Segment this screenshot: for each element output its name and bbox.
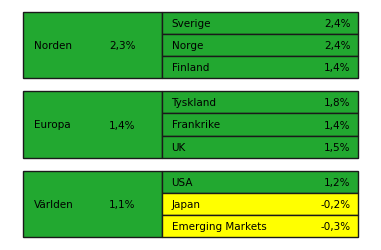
Text: Japan: Japan bbox=[171, 200, 200, 209]
Bar bbox=[162, 136, 358, 158]
Bar bbox=[23, 92, 162, 158]
Text: Norge: Norge bbox=[171, 40, 203, 50]
Text: USA: USA bbox=[171, 178, 193, 188]
Bar bbox=[162, 172, 358, 194]
Text: 1,2%: 1,2% bbox=[324, 178, 351, 188]
Text: Världen: Världen bbox=[34, 200, 74, 209]
Text: Finland: Finland bbox=[171, 62, 209, 72]
Bar bbox=[162, 114, 358, 136]
Text: 1,1%: 1,1% bbox=[109, 200, 136, 209]
Text: 1,8%: 1,8% bbox=[324, 98, 351, 108]
Text: -0,2%: -0,2% bbox=[320, 200, 351, 209]
Text: 2,3%: 2,3% bbox=[109, 40, 136, 50]
Bar bbox=[162, 92, 358, 114]
Text: 1,4%: 1,4% bbox=[324, 62, 351, 72]
Text: 1,4%: 1,4% bbox=[109, 120, 136, 130]
Bar bbox=[23, 172, 162, 237]
Text: Emerging Markets: Emerging Markets bbox=[171, 222, 266, 232]
Text: 1,5%: 1,5% bbox=[324, 142, 351, 152]
Text: Europa: Europa bbox=[34, 120, 71, 130]
Bar bbox=[162, 34, 358, 56]
Text: Sverige: Sverige bbox=[171, 18, 211, 28]
Text: Frankrike: Frankrike bbox=[171, 120, 220, 130]
Bar bbox=[23, 12, 162, 78]
Text: 1,4%: 1,4% bbox=[324, 120, 351, 130]
Bar bbox=[162, 56, 358, 78]
Bar bbox=[162, 194, 358, 216]
Text: Tyskland: Tyskland bbox=[171, 98, 216, 108]
Text: 2,4%: 2,4% bbox=[324, 40, 351, 50]
Text: Norden: Norden bbox=[34, 40, 72, 50]
Bar bbox=[162, 12, 358, 34]
Bar bbox=[162, 216, 358, 238]
Text: 2,4%: 2,4% bbox=[324, 18, 351, 28]
Text: UK: UK bbox=[171, 142, 186, 152]
Text: -0,3%: -0,3% bbox=[320, 222, 351, 232]
